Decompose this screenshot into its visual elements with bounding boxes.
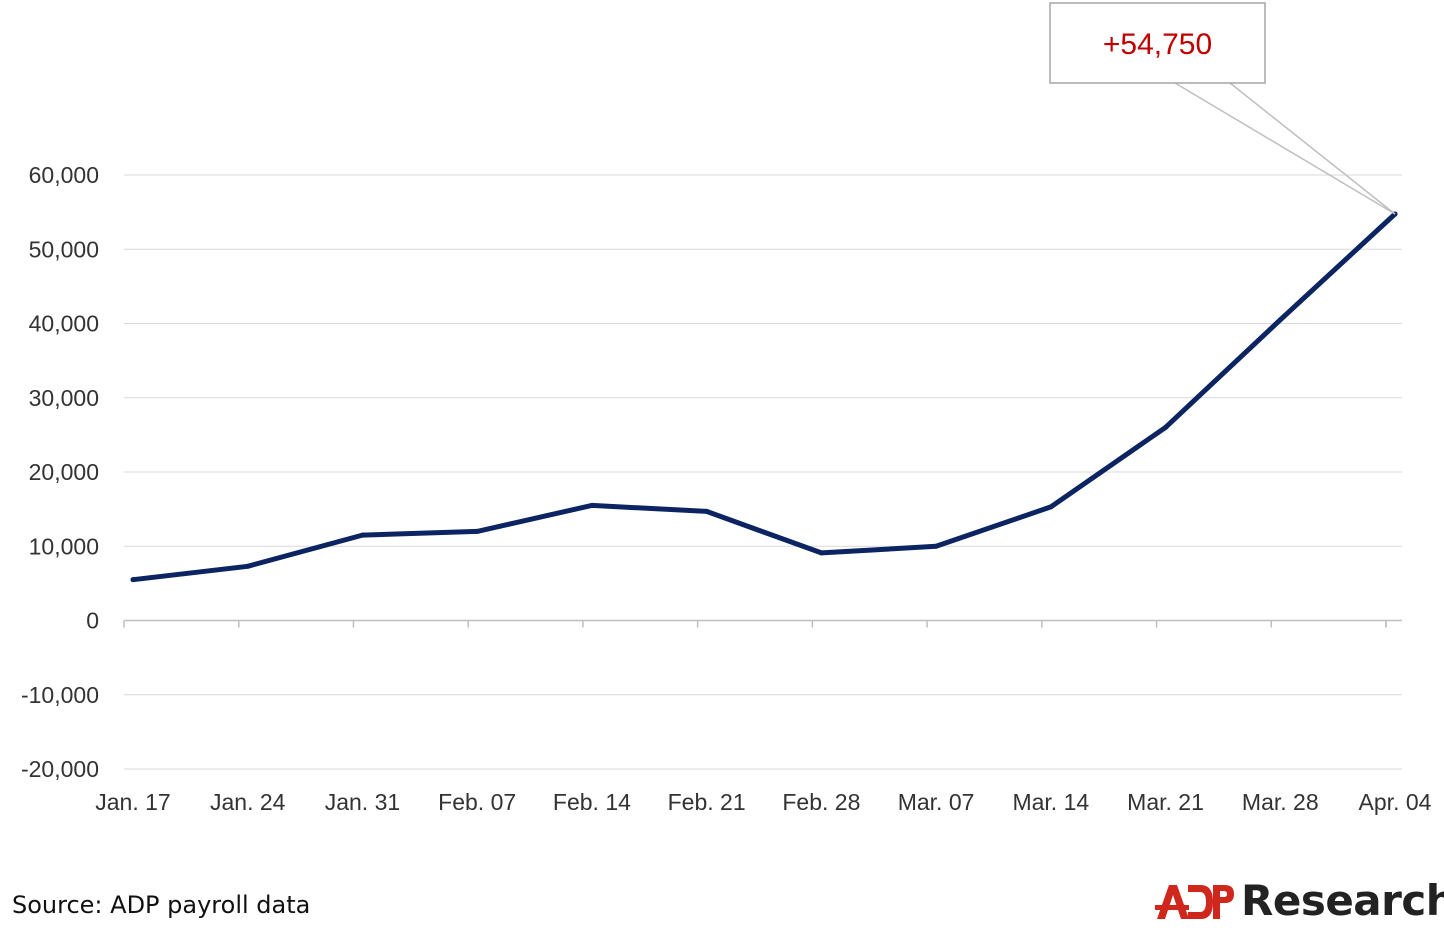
callout-label: +54,750 bbox=[1103, 28, 1212, 61]
adp-research-logo: Research bbox=[1155, 876, 1444, 926]
y-tick-label: 50,000 bbox=[29, 236, 99, 262]
data-point bbox=[1048, 504, 1054, 510]
y-tick-label: 10,000 bbox=[29, 533, 99, 559]
source-note: Source: ADP payroll data bbox=[12, 891, 311, 919]
callout-box bbox=[1049, 2, 1266, 84]
x-tick-label: Mar. 14 bbox=[1012, 789, 1089, 815]
x-tick-label: Mar. 07 bbox=[898, 789, 975, 815]
logo-wordmark: Research bbox=[1241, 876, 1444, 925]
data-point bbox=[130, 577, 136, 583]
data-point bbox=[474, 528, 480, 534]
y-tick-label: 30,000 bbox=[29, 385, 99, 411]
y-tick-label: 20,000 bbox=[29, 459, 99, 485]
y-tick-label: 40,000 bbox=[29, 311, 99, 337]
x-tick-label: Jan. 24 bbox=[210, 789, 286, 815]
data-point bbox=[245, 563, 251, 569]
x-tick-label: Feb. 07 bbox=[438, 789, 516, 815]
y-tick-label: 0 bbox=[86, 608, 99, 634]
data-point bbox=[1277, 317, 1283, 323]
data-point bbox=[818, 550, 824, 556]
x-tick-label: Feb. 14 bbox=[553, 789, 631, 815]
callout-leader bbox=[1229, 82, 1396, 215]
line-chart: 60,000 50,000 40,000 30,000 20,000 10,000 0 -10… bbox=[21, 2, 1432, 815]
data-point bbox=[359, 532, 365, 538]
x-tick-label: Jan. 17 bbox=[95, 789, 170, 815]
x-tick-label: Apr. 04 bbox=[1359, 789, 1432, 815]
x-tick-label: Jan. 31 bbox=[325, 789, 400, 815]
x-tick-label: Mar. 21 bbox=[1127, 789, 1204, 815]
data-point bbox=[589, 502, 595, 508]
series-line bbox=[130, 211, 1398, 583]
data-point bbox=[933, 543, 939, 549]
y-tick-label: 60,000 bbox=[29, 162, 99, 188]
y-tick-label: -10,000 bbox=[21, 682, 99, 708]
adp-logo-icon bbox=[1155, 881, 1235, 921]
data-point bbox=[1163, 424, 1169, 430]
x-tick-label: Mar. 28 bbox=[1242, 789, 1319, 815]
y-tick-label: -20,000 bbox=[21, 756, 99, 782]
data-point bbox=[704, 508, 710, 514]
callout-leader bbox=[1174, 82, 1396, 215]
x-tick-label: Feb. 21 bbox=[668, 789, 746, 815]
x-tick-label: Feb. 28 bbox=[782, 789, 860, 815]
